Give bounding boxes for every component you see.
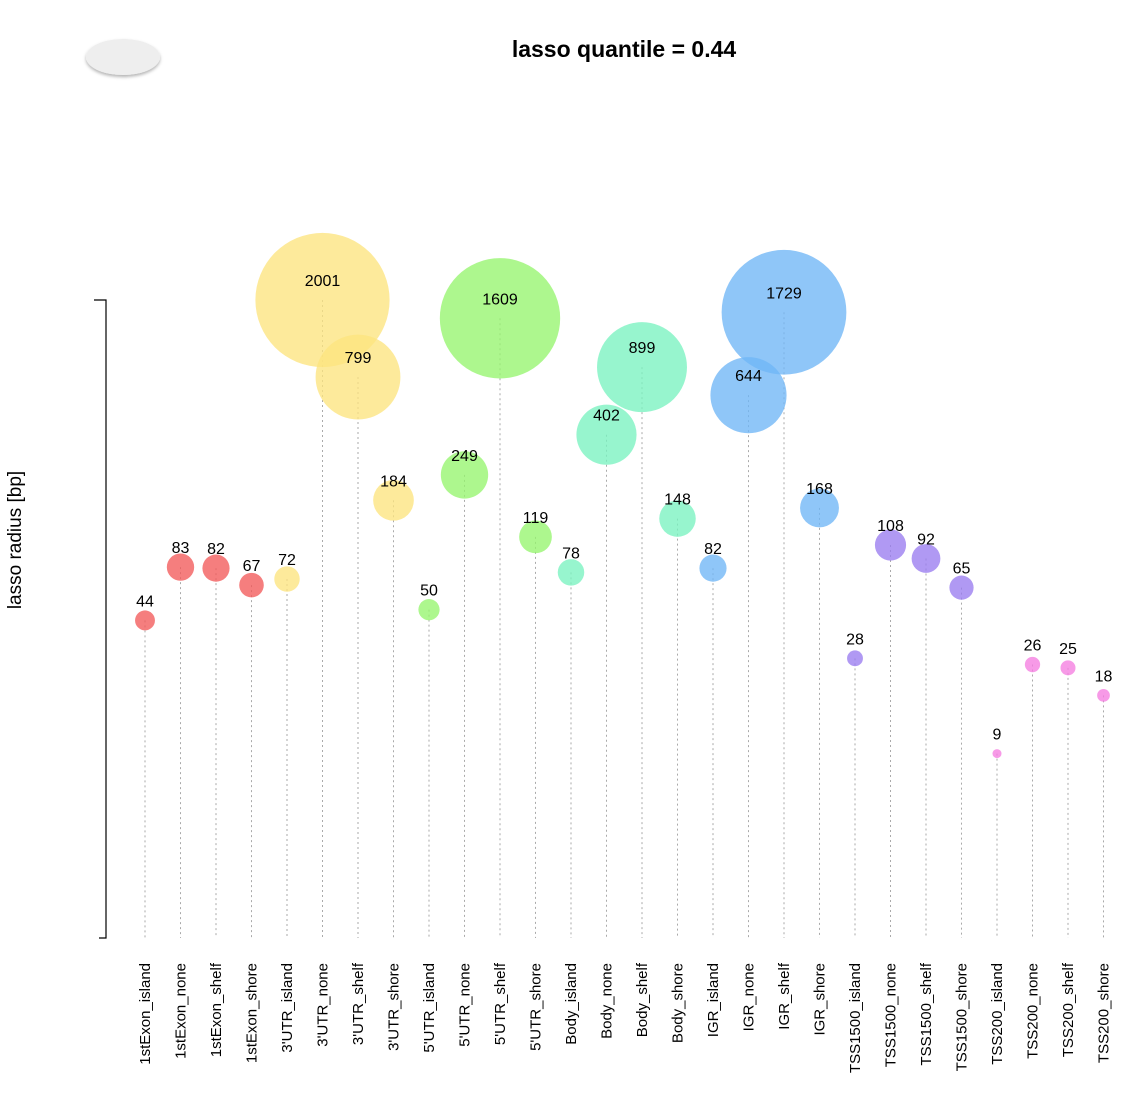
bubble-tss1500-island <box>847 650 863 667</box>
bubble-3-utr-shelf <box>315 334 401 420</box>
value-label-tss200-none: 26 <box>1024 638 1042 655</box>
bubble-tss1500-none <box>874 529 907 561</box>
value-label-body-shore: 148 <box>664 492 691 509</box>
bubble-1stexon-island <box>135 610 155 631</box>
value-label-igr-none: 644 <box>735 368 762 385</box>
x-tick-1stexon-island: 1stExon_island <box>137 963 154 1065</box>
x-tick-labels: 1stExon_island 1stExon_none 1stExon_shelf 1… <box>137 962 1113 1073</box>
bubble-1stexon-shelf <box>202 554 230 582</box>
oval-toggle-control[interactable] <box>86 39 160 75</box>
bubble-tss200-island <box>992 749 1002 759</box>
x-tick-5-utr-island: 5'UTR_island <box>421 963 438 1053</box>
value-label-3-utr-island: 72 <box>278 552 296 569</box>
x-tick-tss1500-shelf: TSS1500_shelf <box>918 962 935 1065</box>
y-axis-label: lasso radius [bp] <box>5 471 26 609</box>
stems-layer <box>144 300 1104 938</box>
value-label-3-utr-none: 2001 <box>305 273 341 290</box>
x-tick-igr-shelf: IGR_shelf <box>776 962 793 1030</box>
x-tick-tss200-shore: TSS200_shore <box>1096 963 1113 1063</box>
x-tick-3-utr-shelf: 3'UTR_shelf <box>350 962 367 1045</box>
x-tick-3-utr-shore: 3'UTR_shore <box>386 963 403 1051</box>
value-label-tss200-shore: 18 <box>1095 668 1113 685</box>
bubble-3-utr-shore <box>373 479 414 521</box>
value-labels-layer: 44 83 82 67 72 2001 799 184 50 249 1609 119 78 402 899… <box>136 273 1112 744</box>
x-tick-body-none: Body_none <box>599 963 616 1039</box>
x-tick-1stexon-shore: 1stExon_shore <box>244 963 261 1063</box>
value-label-tss1500-shelf: 92 <box>917 531 935 548</box>
x-tick-igr-island: IGR_island <box>705 963 722 1037</box>
bubble-5-utr-island <box>418 599 440 621</box>
chart-title: lasso quantile = 0.44 <box>512 36 737 62</box>
bubble-tss200-shelf <box>1060 660 1076 676</box>
value-label-3-utr-shelf: 799 <box>345 350 372 367</box>
value-label-tss1500-shore: 65 <box>953 561 971 578</box>
value-label-igr-island: 82 <box>704 541 722 558</box>
x-tick-1stexon-shelf: 1stExon_shelf <box>208 962 225 1057</box>
bubble-5-utr-none <box>440 451 489 499</box>
bubble-3-utr-none <box>255 232 390 368</box>
x-tick-5-utr-none: 5'UTR_none <box>457 963 474 1047</box>
bubble-body-shelf <box>597 322 687 413</box>
x-tick-1stexon-none: 1stExon_none <box>173 963 190 1059</box>
bubbles-layer <box>135 232 1110 759</box>
bubble-igr-shelf <box>721 249 847 375</box>
value-label-tss1500-none: 108 <box>877 518 904 535</box>
bubble-tss200-shore <box>1097 689 1110 702</box>
bubble-tss1500-shelf <box>911 544 941 573</box>
x-tick-tss1500-island: TSS1500_island <box>847 963 864 1073</box>
value-label-igr-shelf: 1729 <box>766 285 802 302</box>
bubble-igr-shore <box>800 488 839 528</box>
bubble-5-utr-shore <box>519 520 552 554</box>
bubble-1stexon-shore <box>239 572 264 598</box>
bubble-3-utr-island <box>274 566 300 592</box>
x-tick-body-shore: Body_shore <box>670 963 687 1043</box>
bubble-body-island <box>557 559 585 586</box>
x-tick-tss1500-shore: TSS1500_shore <box>954 963 971 1071</box>
value-label-1stexon-none: 83 <box>172 540 190 557</box>
value-label-body-shelf: 899 <box>629 340 656 357</box>
bubble-igr-island <box>699 554 727 582</box>
value-label-1stexon-shore: 67 <box>243 558 261 575</box>
x-tick-3-utr-none: 3'UTR_none <box>315 963 332 1047</box>
value-label-1stexon-island: 44 <box>136 593 154 610</box>
y-axis <box>94 299 107 939</box>
x-tick-body-island: Body_island <box>563 963 580 1045</box>
value-label-5-utr-shore: 119 <box>523 510 549 527</box>
x-tick-5-utr-shore: 5'UTR_shore <box>528 963 545 1051</box>
value-label-body-none: 402 <box>593 408 620 425</box>
bubble-body-none <box>576 404 637 465</box>
value-label-tss200-island: 9 <box>993 727 1002 744</box>
bubble-5-utr-shelf <box>439 258 561 379</box>
value-label-tss1500-island: 28 <box>846 631 864 648</box>
value-label-igr-shore: 168 <box>806 481 833 498</box>
bubble-1stexon-none <box>166 553 195 581</box>
value-label-tss200-shelf: 25 <box>1059 641 1077 658</box>
bubble-tss1500-shore <box>949 575 974 600</box>
x-tick-igr-shore: IGR_shore <box>812 963 829 1036</box>
x-tick-5-utr-shelf: 5'UTR_shelf <box>492 962 509 1045</box>
value-label-5-utr-shelf: 1609 <box>482 291 518 308</box>
x-tick-tss1500-none: TSS1500_none <box>883 963 900 1067</box>
value-label-1stexon-shelf: 82 <box>207 541 225 558</box>
value-label-body-island: 78 <box>562 545 580 562</box>
bubble-tss200-none <box>1024 656 1041 673</box>
x-tick-body-shelf: Body_shelf <box>634 962 651 1037</box>
bubble-igr-none <box>710 357 787 434</box>
x-tick-igr-none: IGR_none <box>741 963 758 1031</box>
bubble-body-shore <box>659 500 696 537</box>
x-tick-3-utr-island: 3'UTR_island <box>279 963 296 1053</box>
x-tick-tss200-none: TSS200_none <box>1025 963 1042 1059</box>
value-label-5-utr-island: 50 <box>420 583 438 600</box>
value-label-5-utr-none: 249 <box>451 448 478 465</box>
x-tick-tss200-island: TSS200_island <box>989 963 1006 1065</box>
x-tick-tss200-shelf: TSS200_shelf <box>1060 962 1077 1057</box>
value-label-3-utr-shore: 184 <box>380 473 407 490</box>
